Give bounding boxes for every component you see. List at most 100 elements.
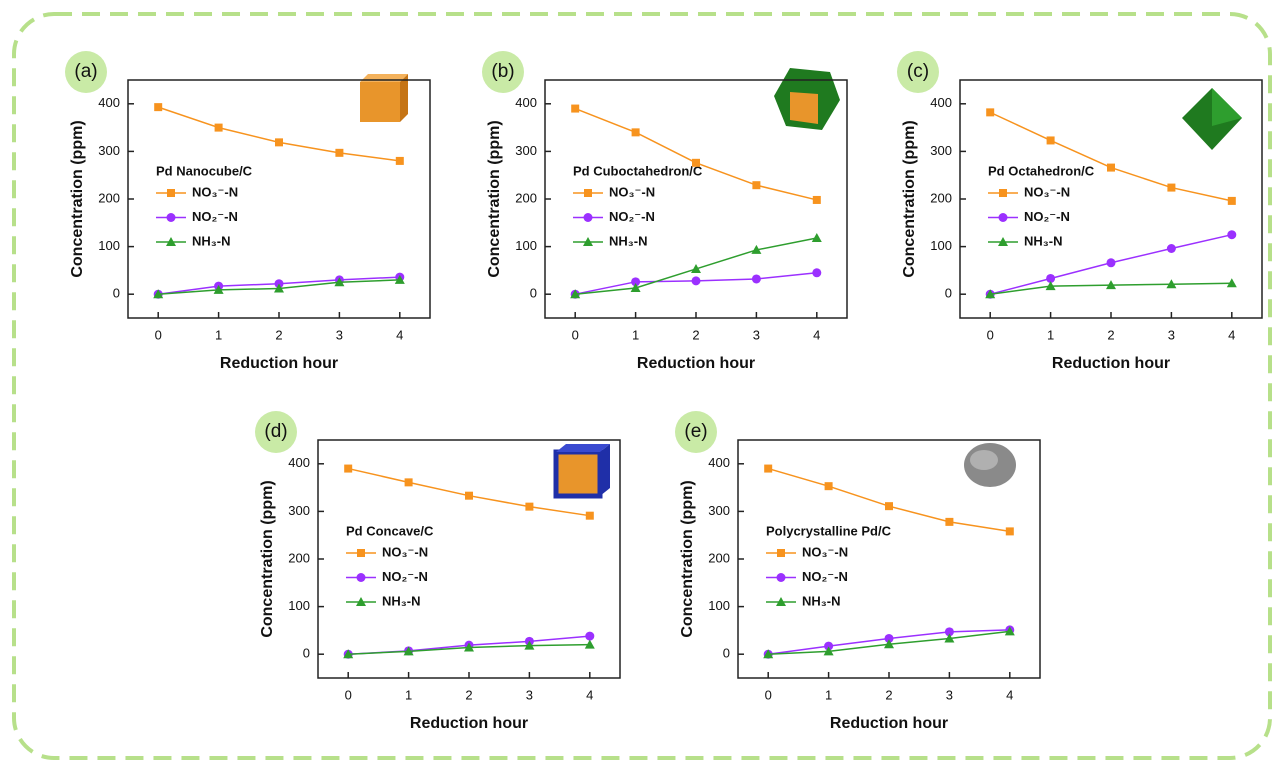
x-tick-label: 4: [813, 327, 820, 342]
legend-label: NO₃⁻-N: [192, 184, 238, 199]
frame: [14, 14, 1270, 758]
x-tick-label: 1: [405, 687, 412, 702]
marker: [335, 149, 343, 157]
legend-label: NO₃⁻-N: [382, 544, 428, 559]
panel-label: (e): [684, 421, 707, 442]
icon-octahedron: [1182, 88, 1242, 150]
marker: [764, 465, 772, 473]
legend-title: Pd Nanocube/C: [156, 163, 253, 178]
marker: [1107, 258, 1116, 267]
legend-label: NO₃⁻-N: [1024, 184, 1070, 199]
legend-title: Polycrystalline Pd/C: [766, 523, 892, 538]
marker: [752, 181, 760, 189]
marker: [752, 274, 761, 283]
marker: [1228, 197, 1236, 205]
marker: [885, 502, 893, 510]
legend-label: NO₂⁻-N: [382, 569, 428, 584]
icon-concave: [556, 444, 610, 496]
marker: [525, 503, 533, 511]
y-tick-label: 200: [930, 190, 952, 205]
x-tick-label: 1: [632, 327, 639, 342]
marker: [812, 268, 821, 277]
y-tick-label: 100: [708, 598, 730, 613]
x-tick-label: 2: [465, 687, 472, 702]
legend-title: Pd Concave/C: [346, 523, 434, 538]
marker: [1006, 527, 1014, 535]
legend-label: NO₃⁻-N: [802, 544, 848, 559]
marker: [986, 108, 994, 116]
y-axis-label: Concentration (ppm): [679, 480, 696, 637]
y-tick-label: 0: [945, 286, 952, 301]
x-tick-label: 4: [1006, 687, 1013, 702]
x-tick-label: 1: [215, 327, 222, 342]
marker: [1167, 184, 1175, 192]
legend-label: NO₂⁻-N: [802, 569, 848, 584]
x-tick-label: 2: [885, 687, 892, 702]
marker: [825, 482, 833, 490]
x-tick-label: 4: [1228, 327, 1235, 342]
y-tick-label: 400: [930, 95, 952, 110]
y-tick-label: 400: [708, 455, 730, 470]
marker: [571, 105, 579, 113]
legend-marker: [357, 573, 366, 582]
x-axis-label: Reduction hour: [830, 715, 948, 732]
x-tick-label: 3: [526, 687, 533, 702]
legend-label: NO₂⁻-N: [192, 209, 238, 224]
x-tick-label: 2: [1107, 327, 1114, 342]
legend-marker: [777, 549, 785, 557]
legend-label: NH₃-N: [802, 593, 841, 608]
legend-marker: [357, 549, 365, 557]
marker: [396, 157, 404, 165]
panel-label: (c): [907, 61, 929, 82]
x-tick-label: 0: [572, 327, 579, 342]
panel-label: (d): [264, 421, 287, 442]
y-axis-label: Concentration (ppm): [69, 120, 86, 277]
y-tick-label: 400: [288, 455, 310, 470]
panel-label: (b): [491, 61, 514, 82]
y-tick-label: 0: [530, 286, 537, 301]
figure: 010020030040001234Reduction hourConcentr…: [0, 0, 1276, 765]
marker: [344, 465, 352, 473]
legend-label: NH₃-N: [609, 233, 648, 248]
marker: [812, 233, 822, 242]
legend-title: Pd Octahedron/C: [988, 163, 1095, 178]
marker: [1107, 164, 1115, 172]
y-tick-label: 100: [515, 238, 537, 253]
marker: [215, 124, 223, 132]
y-tick-label: 400: [515, 95, 537, 110]
marker: [945, 518, 953, 526]
legend-marker: [777, 573, 786, 582]
x-tick-label: 0: [345, 687, 352, 702]
x-axis-label: Reduction hour: [220, 355, 338, 372]
icon-cuboctahedron: [774, 68, 840, 130]
marker: [154, 103, 162, 111]
x-tick-label: 3: [753, 327, 760, 342]
legend-marker: [999, 213, 1008, 222]
marker: [405, 478, 413, 486]
marker: [465, 492, 473, 500]
marker: [692, 159, 700, 167]
y-tick-label: 300: [98, 143, 120, 158]
legend-marker: [584, 213, 593, 222]
marker: [692, 276, 701, 285]
marker: [275, 138, 283, 146]
panel-label: (a): [74, 61, 97, 82]
x-tick-label: 0: [765, 687, 772, 702]
x-tick-label: 3: [1168, 327, 1175, 342]
legend-label: NO₂⁻-N: [1024, 209, 1070, 224]
y-tick-label: 200: [288, 550, 310, 565]
x-tick-label: 4: [396, 327, 403, 342]
y-axis-label: Concentration (ppm): [901, 120, 918, 277]
y-tick-label: 100: [98, 238, 120, 253]
x-tick-label: 3: [336, 327, 343, 342]
marker: [813, 196, 821, 204]
y-tick-label: 200: [515, 190, 537, 205]
y-tick-label: 300: [930, 143, 952, 158]
x-axis-label: Reduction hour: [410, 715, 528, 732]
y-tick-label: 0: [723, 646, 730, 661]
marker: [1227, 230, 1236, 239]
y-tick-label: 100: [930, 238, 952, 253]
marker: [585, 632, 594, 641]
x-tick-label: 4: [586, 687, 593, 702]
legend-label: NH₃-N: [382, 593, 421, 608]
